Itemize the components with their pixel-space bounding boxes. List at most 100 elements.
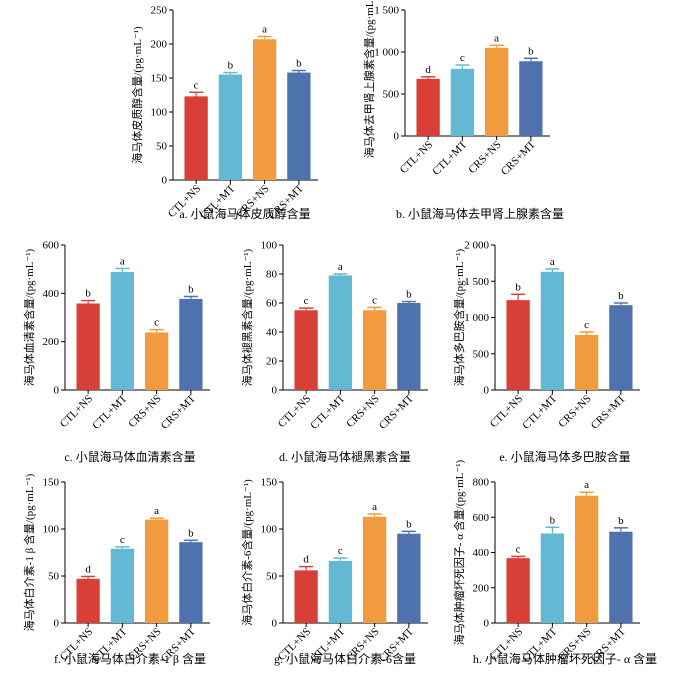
significance-letter: b [188,283,194,295]
panel-caption: b. 小鼠海马体去甲肾上腺素含量 [396,206,564,221]
significance-letter: a [262,24,267,36]
panel-caption: h. 小鼠海马体肿瘤坏死因子- α 含量 [473,651,657,666]
x-tick-label: CRS+NS [344,393,382,431]
x-tick-label: CTL+NS [488,393,526,431]
significance-letter: b [406,289,412,301]
y-tick-label: 1 500 [374,5,399,17]
y-tick-label: 1 000 [374,47,399,59]
bar-crs-ns [574,334,599,390]
y-tick-label: 600 [43,240,60,252]
significance-letter: c [460,52,465,64]
bar-ctl-ns [416,78,440,136]
y-axis-label: 海马体褪黑素含量/(pg·mL⁻¹) [240,248,254,386]
y-tick-label: 50 [266,571,278,583]
significance-letter: b [85,288,91,300]
significance-letter: c [304,295,309,307]
y-tick-label: 50 [156,141,168,153]
y-axis-label: 海马体血清素含量/(pg·mL⁻¹) [22,248,36,386]
significance-letter: c [154,317,159,329]
y-tick-label: 50 [48,571,60,583]
y-tick-label: 1 000 [464,312,489,324]
significance-letter: c [372,294,377,306]
y-tick-label: 500 [473,348,490,360]
significance-letter: a [338,261,343,273]
panel-caption: g. 小鼠海马体白介素-6含量 [274,651,416,666]
y-axis-label: 海马体皮质醇含量/(pg·mL⁻¹) [130,26,144,164]
bar-crs-mt [179,542,203,623]
y-tick-label: 20 [266,356,278,368]
y-tick-label: 0 [394,131,400,143]
panel-caption: d. 小鼠海马体褪黑素含量 [279,449,411,464]
x-tick-label: CTL+MT [90,392,129,431]
bar-ctl-mt [110,272,135,390]
significance-letter: d [85,563,91,575]
y-tick-label: 200 [151,39,168,51]
bar-crs-mt [519,61,543,136]
significance-letter: b [228,60,234,72]
bar-ctl-ns [76,303,100,390]
y-tick-label: 500 [383,89,400,101]
y-tick-label: 100 [261,524,278,536]
significance-letter: b [550,514,556,526]
y-tick-label: 100 [151,107,168,119]
y-axis-label: 海马体肿瘤坏死因子- α 含量/(pg·mL⁻¹) [452,459,466,645]
significance-letter: a [494,32,499,44]
y-tick-label: 600 [473,512,490,524]
y-tick-label: 400 [43,288,60,300]
y-tick-label: 150 [261,477,278,489]
bar-ctl-ns [506,558,530,623]
y-tick-label: 0 [272,385,278,397]
bar-crs-ns [362,310,387,390]
x-tick-label: CTL+MT [430,138,469,177]
bar-ctl-ns [76,578,100,623]
panel-caption: a. 小鼠海马体皮质醇含量 [179,206,310,221]
x-tick-label: CRS+MT [377,392,416,431]
x-tick-label: CRS+NS [466,139,504,177]
significance-letter: b [515,281,521,293]
y-tick-label: 0 [484,385,490,397]
y-tick-label: 200 [473,582,490,594]
significance-letter: c [516,543,521,555]
x-tick-label: CTL+NS [276,393,314,431]
x-tick-label: CRS+NS [126,393,164,431]
y-tick-label: 100 [261,240,278,252]
bar-chart-d: 0 20 40 60 80 100 海马体褪黑素含量/(pg·mL⁻¹) c CTL+NS a CT… [240,240,428,464]
bar-crs-ns [362,516,387,623]
y-tick-label: 2 000 [464,240,489,252]
bar-crs-ns [252,39,277,180]
bar-crs-ns [144,332,169,390]
y-axis-label: 海马体白介素-6含量/(pg·mL⁻¹) [240,479,254,626]
y-tick-label: 40 [266,327,278,339]
significance-letter: a [372,501,377,513]
significance-letter: a [550,256,555,268]
panel-caption: f. 小鼠海马体白介素-1 β 含量 [54,651,206,666]
y-tick-label: 0 [272,618,278,630]
bar-chart-c: 0 200 400 600 海马体血清素含量/(pg·mL⁻¹) b CTL+NS a CTL+… [22,240,210,464]
panel-caption: c. 小鼠海马体血清素含量 [64,449,195,464]
bar-ctl-mt [450,68,475,136]
bar-ctl-ns [184,96,208,180]
significance-letter: b [528,45,534,57]
bar-crs-mt [287,72,311,180]
significance-letter: b [296,58,302,70]
bar-crs-mt [609,531,633,623]
y-tick-label: 1 500 [464,276,489,288]
y-axis-label: 海马体白介素-1 β 含量/(pg·mL⁻¹) [22,473,36,631]
significance-letter: b [618,290,624,302]
y-tick-label: 200 [43,336,60,348]
significance-letter: a [120,255,125,267]
x-tick-label: CRS+MT [589,392,628,431]
x-tick-label: CRS+MT [159,392,198,431]
y-tick-label: 0 [54,618,60,630]
y-axis-label: 海马体去甲肾上腺素含量/(pg·mL⁻¹) [362,0,376,158]
bar-ctl-ns [506,300,530,390]
y-tick-label: 80 [266,269,278,281]
significance-letter: d [303,554,309,566]
